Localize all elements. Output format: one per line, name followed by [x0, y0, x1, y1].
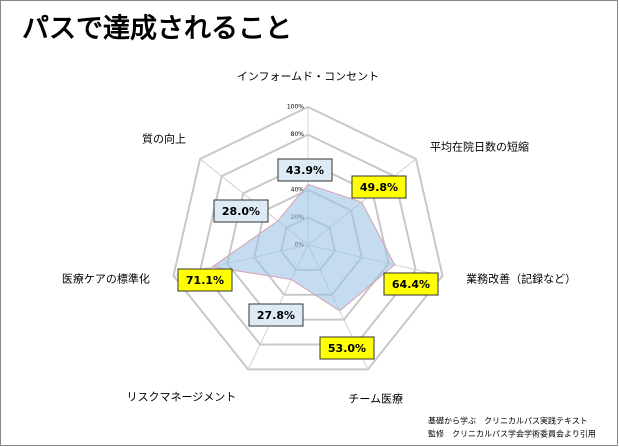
value-label-box	[277, 158, 333, 182]
value-label-box	[248, 303, 304, 327]
value-label-box	[213, 199, 269, 223]
value-label: 28.0%	[222, 205, 260, 218]
category-label: 医療ケアの標準化	[62, 272, 150, 286]
source-note: 基礎から学ぶ クリニカルパス実践テキスト	[428, 416, 588, 426]
value-label-box	[383, 272, 439, 296]
grid-ring	[172, 105, 444, 371]
category-label: インフォームド・コンセント	[237, 70, 379, 83]
value-label: 53.0%	[328, 342, 366, 355]
category-label: 業務改善（記録など）	[466, 272, 576, 286]
category-label: 質の向上	[142, 132, 186, 146]
value-label: 64.4%	[392, 278, 430, 291]
data-area	[211, 183, 396, 312]
tick-label: 100%	[287, 104, 304, 111]
tick-label: 40%	[291, 186, 305, 193]
value-label: 71.1%	[186, 274, 224, 287]
source-note: 監修 クリニカルパス学会学術委員会より引用	[428, 429, 596, 439]
category-label: リスクマネージメント	[127, 391, 237, 404]
value-label: 43.9%	[286, 164, 324, 177]
category-label: チーム医療	[348, 392, 403, 406]
category-label: 平均在院日数の短縮	[430, 140, 529, 154]
value-label: 49.8%	[360, 181, 398, 194]
value-label-box	[319, 336, 375, 360]
tick-label: 80%	[291, 131, 305, 138]
value-label: 27.8%	[257, 309, 295, 322]
chart-title: パスで達成されること	[22, 14, 292, 45]
value-label-box	[351, 175, 407, 199]
value-label-box	[177, 268, 233, 292]
